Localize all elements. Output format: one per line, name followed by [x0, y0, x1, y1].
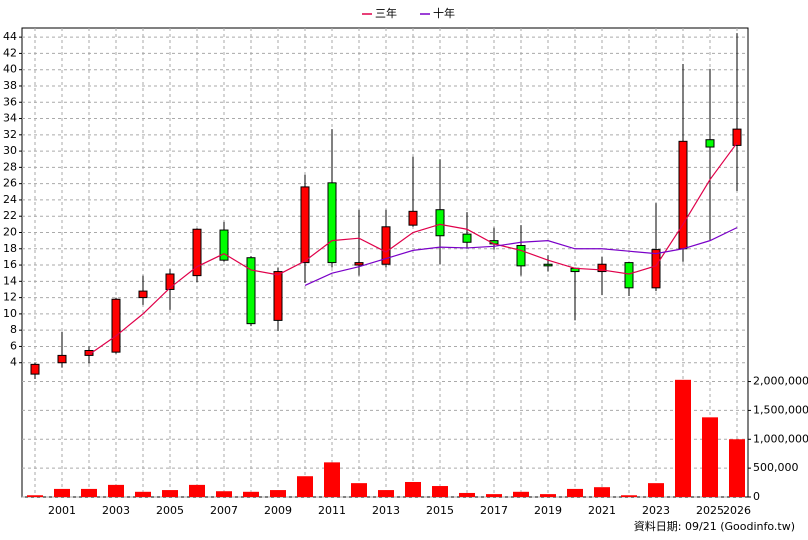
y-tick-label: 40: [3, 63, 17, 76]
y-tick-label: 10: [3, 307, 17, 320]
y-tick-label: 16: [3, 258, 17, 271]
legend-label: 十年: [433, 6, 455, 20]
volume-bar: [297, 476, 313, 497]
y-tick-label: 44: [3, 30, 17, 43]
candle-body: [57, 354, 67, 364]
y-tick-label: 8: [10, 323, 17, 336]
candle-body: [381, 226, 391, 265]
ma-line: [88, 142, 738, 356]
y-tick-label: 36: [3, 95, 17, 108]
y-tick-label: 42: [3, 46, 17, 59]
y-tick-label: 18: [3, 242, 17, 255]
y2-tick-label: 500,000: [753, 461, 799, 474]
volume-bar: [567, 488, 583, 497]
volume-bar: [540, 494, 556, 497]
ma-line: [304, 227, 738, 286]
volume-bar: [594, 487, 610, 497]
volume-bar: [702, 417, 718, 497]
y-tick-label: 34: [3, 112, 17, 125]
candle-body: [327, 182, 337, 264]
y-tick-label: 26: [3, 177, 17, 190]
volume-bar: [108, 484, 124, 497]
footnote: 資料日期: 09/21 (Goodinfo.tw): [634, 519, 795, 533]
volume-bar: [729, 439, 745, 497]
candle-body: [516, 245, 526, 267]
candle-body: [435, 209, 445, 237]
x-tick-label: 2019: [534, 504, 562, 517]
volume-bar: [135, 491, 151, 497]
y2-tick-label: 1,500,000: [753, 403, 808, 416]
y-tick-label: 20: [3, 225, 17, 238]
volume-bar: [162, 490, 178, 497]
x-tick-label: 2001: [48, 504, 76, 517]
candle-body: [273, 271, 283, 321]
y-tick-label: 32: [3, 128, 17, 141]
x-tick-label: 2009: [264, 504, 292, 517]
y-tick-label: 12: [3, 291, 17, 304]
x-tick-label: 2021: [588, 504, 616, 517]
volume-bar: [432, 486, 448, 497]
x-tick-label: 2003: [102, 504, 130, 517]
candle-body: [732, 128, 742, 146]
candle-body: [246, 257, 256, 325]
x-tick-label: 2011: [318, 504, 346, 517]
volume-bar: [54, 488, 70, 497]
volume-bar: [378, 490, 394, 497]
volume-bar: [324, 462, 340, 497]
volume-bar: [675, 379, 691, 497]
y-tick-label: 6: [10, 339, 17, 352]
volume-bar: [486, 494, 502, 497]
volume-bar: [405, 481, 421, 497]
candle-body: [300, 186, 310, 264]
x-tick-label: 2017: [480, 504, 508, 517]
y-tick-label: 22: [3, 209, 17, 222]
candle-body: [705, 139, 715, 148]
volume-bar: [81, 488, 97, 497]
volume-bar: [243, 491, 259, 497]
volume-bar: [216, 491, 232, 497]
candle-body: [651, 249, 661, 289]
y-tick-label: 30: [3, 144, 17, 157]
x-tick-label: 2025: [696, 504, 724, 517]
volume-bar: [351, 483, 367, 497]
candle-body: [624, 262, 634, 289]
candle-body: [192, 228, 202, 277]
candle-body: [165, 273, 175, 290]
x-tick-label: 2015: [426, 504, 454, 517]
volume-bar: [459, 492, 475, 497]
y2-tick-label: 0: [753, 490, 760, 503]
candle-body: [111, 298, 121, 353]
volume-bar: [189, 484, 205, 497]
candle-body: [354, 262, 364, 266]
candle-body: [138, 290, 148, 299]
candle-body: [408, 210, 418, 226]
volume-bar: [270, 490, 286, 497]
volume-bar: [513, 491, 529, 497]
x-tick-label: 2023: [642, 504, 670, 517]
y2-tick-label: 1,000,000: [753, 432, 808, 445]
y-tick-label: 28: [3, 160, 17, 173]
y2-tick-label: 2,000,000: [753, 375, 808, 388]
x-tick-label: 2005: [156, 504, 184, 517]
candle-body: [678, 140, 688, 250]
candle-body: [219, 229, 229, 261]
volume-bar: [27, 495, 43, 497]
y-tick-label: 14: [3, 274, 17, 287]
candle-body: [30, 363, 40, 375]
x-tick-label: 2013: [372, 504, 400, 517]
y-tick-label: 38: [3, 79, 17, 92]
candle-body: [597, 263, 607, 273]
y-tick-label: 4: [10, 356, 17, 369]
volume-bar: [621, 495, 637, 497]
candle-body: [543, 263, 553, 267]
y-tick-label: 24: [3, 193, 17, 206]
candle-body: [462, 233, 472, 243]
volume-bar: [648, 483, 664, 497]
x-tick-label: 2026: [723, 504, 751, 517]
x-tick-label: 2007: [210, 504, 238, 517]
legend-label: 三年: [375, 6, 397, 20]
candle-body: [84, 350, 94, 356]
